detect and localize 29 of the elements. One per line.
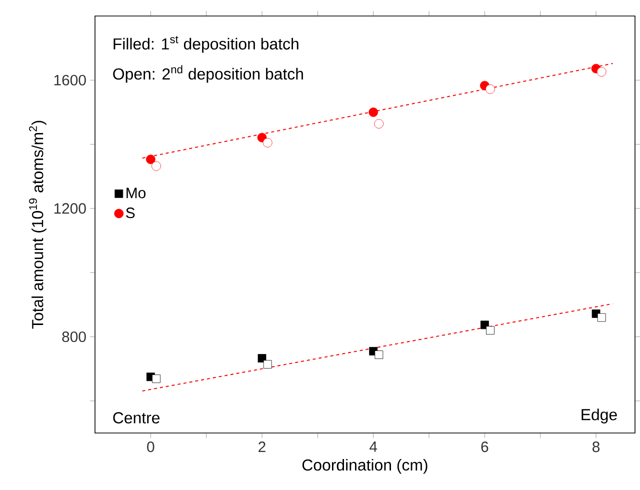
x-tick-label: 6 — [481, 442, 488, 452]
point — [368, 108, 378, 117]
point — [263, 360, 272, 369]
point — [257, 132, 267, 142]
point — [597, 313, 606, 322]
legend-label: Mo — [126, 188, 146, 198]
annotation: Edge — [582, 408, 617, 424]
x-tick-label: 0 — [147, 442, 154, 452]
point — [486, 84, 495, 94]
y-tick-label: 800 — [62, 331, 86, 342]
x-tick-label: 8 — [592, 442, 600, 452]
annotation: Filled: 1$^{st}$ deposition batch — [114, 36, 298, 53]
point — [146, 154, 156, 164]
y-tick-label: 1200 — [54, 203, 86, 214]
legend-label: S — [126, 208, 135, 218]
annotation: Open: 2$^{nd}$ deposition batch — [113, 65, 303, 83]
x-tick-label: 4 — [370, 442, 378, 452]
point — [152, 374, 160, 383]
point — [374, 119, 384, 128]
point — [262, 138, 272, 148]
annotation: Centre — [113, 412, 160, 424]
x-tick-label: 2 — [258, 442, 266, 452]
y-axis-title: Total amount (10$^{19}$ atoms/m$^{2}$) — [29, 120, 46, 329]
point — [374, 350, 384, 359]
point — [152, 161, 161, 171]
point — [486, 326, 494, 335]
x-axis-title: Coordination (cm) — [302, 458, 428, 474]
y-tick-label: 1600 — [54, 74, 86, 86]
point — [596, 67, 606, 77]
